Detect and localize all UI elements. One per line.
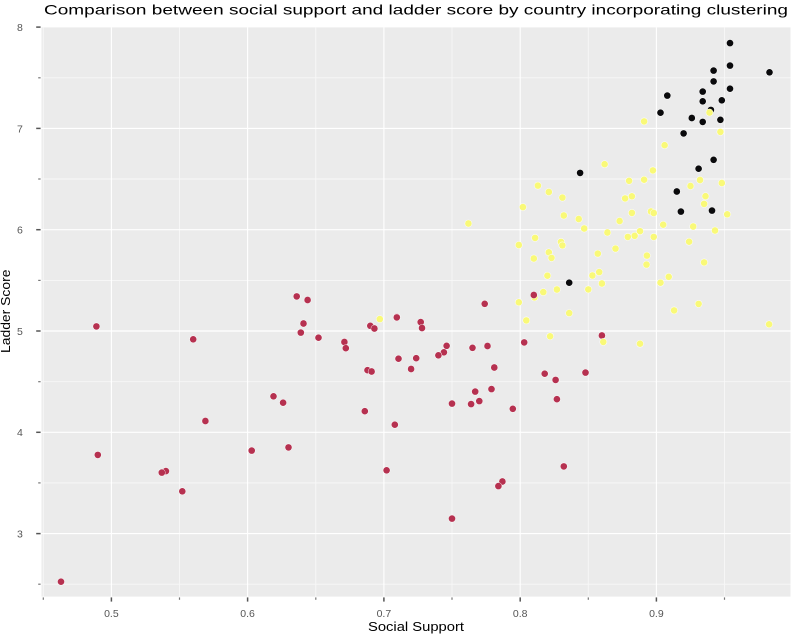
svg-text:8: 8 bbox=[17, 22, 23, 34]
svg-text:0.9: 0.9 bbox=[649, 608, 664, 620]
svg-text:Ladder Score: Ladder Score bbox=[0, 270, 13, 354]
svg-text:0.5: 0.5 bbox=[104, 608, 119, 620]
svg-text:5: 5 bbox=[17, 326, 23, 338]
svg-text:6: 6 bbox=[17, 225, 23, 237]
svg-text:0.6: 0.6 bbox=[240, 608, 255, 620]
svg-text:Comparison between social supp: Comparison between social support and la… bbox=[44, 3, 788, 18]
svg-text:0.7: 0.7 bbox=[377, 608, 392, 620]
svg-text:Social Support: Social Support bbox=[368, 619, 464, 634]
svg-text:3: 3 bbox=[17, 529, 23, 541]
svg-text:0.8: 0.8 bbox=[513, 608, 528, 620]
svg-text:4: 4 bbox=[17, 427, 23, 439]
svg-text:7: 7 bbox=[17, 123, 23, 135]
